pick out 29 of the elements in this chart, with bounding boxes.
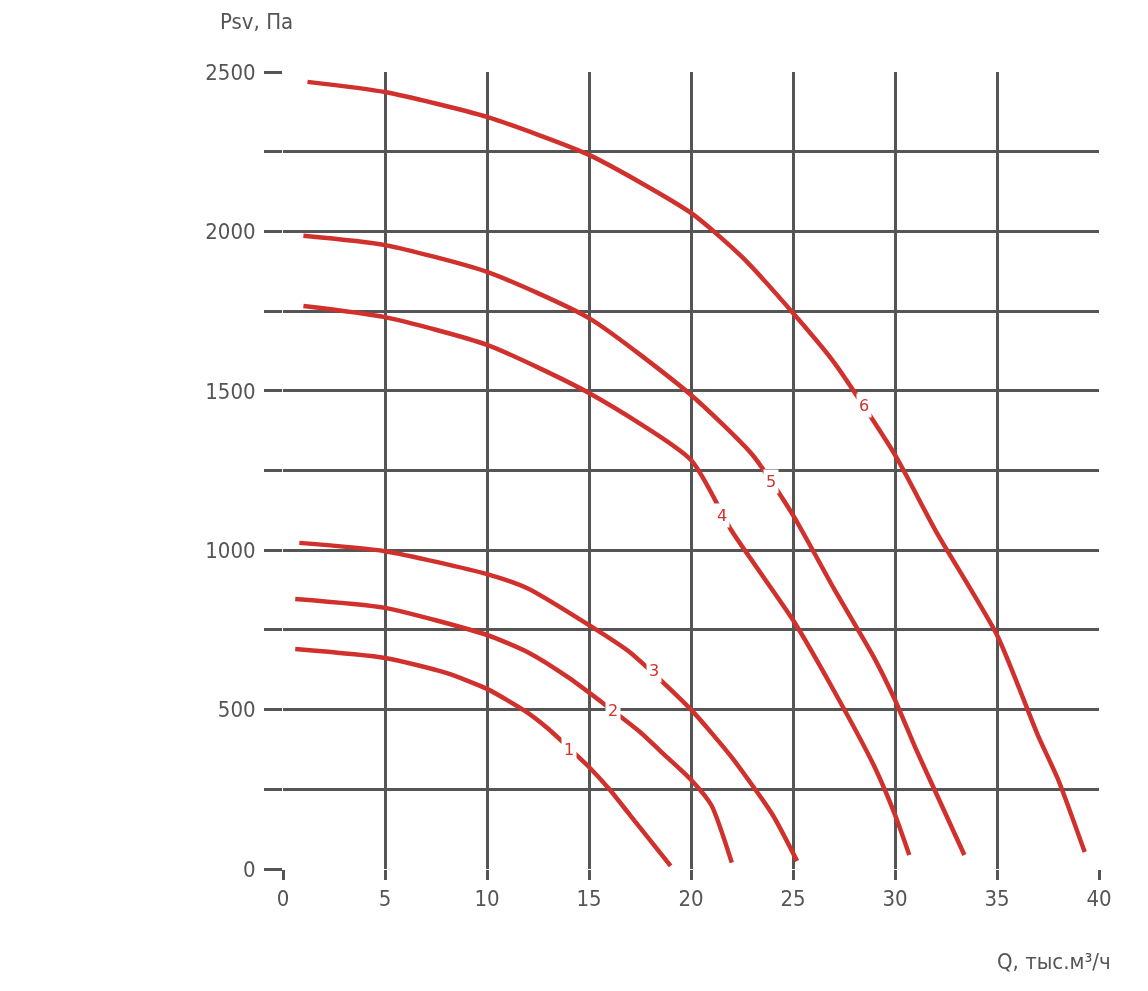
x-tick-label: 15 <box>576 886 602 912</box>
x-tick-label: 25 <box>780 886 806 912</box>
x-axis-title: Q, тыс.м³/ч <box>997 949 1111 974</box>
y-tick-label: 500 <box>217 697 256 723</box>
x-tick-label: 10 <box>474 886 500 912</box>
x-tick-label: 5 <box>378 886 392 912</box>
line-series <box>301 303 912 858</box>
line-series <box>292 646 673 869</box>
line-series <box>305 79 1087 855</box>
y-tick-label: 1500 <box>205 378 256 404</box>
x-tick-label: 0 <box>276 886 290 912</box>
x-tick-label: 30 <box>882 886 908 912</box>
annotation: 4 <box>717 506 728 525</box>
annotation: 2 <box>608 701 619 720</box>
y-tick-label: 2000 <box>205 219 256 245</box>
annotation: 5 <box>766 472 777 491</box>
y-tick-label: 1000 <box>205 537 256 563</box>
line-series <box>292 596 735 865</box>
x-tick-label: 40 <box>1086 886 1112 912</box>
y-tick-label: 2500 <box>205 59 256 85</box>
annotation: 6 <box>859 396 870 415</box>
annotation: 3 <box>649 661 660 680</box>
x-tick-label: 35 <box>984 886 1010 912</box>
line-series <box>301 233 967 858</box>
annotation: 1 <box>564 740 575 759</box>
x-tick-label: 20 <box>678 886 704 912</box>
line-series <box>297 540 800 864</box>
y-axis-title: Psv, Па <box>220 9 294 34</box>
y-tick-label: 0 <box>243 856 256 882</box>
